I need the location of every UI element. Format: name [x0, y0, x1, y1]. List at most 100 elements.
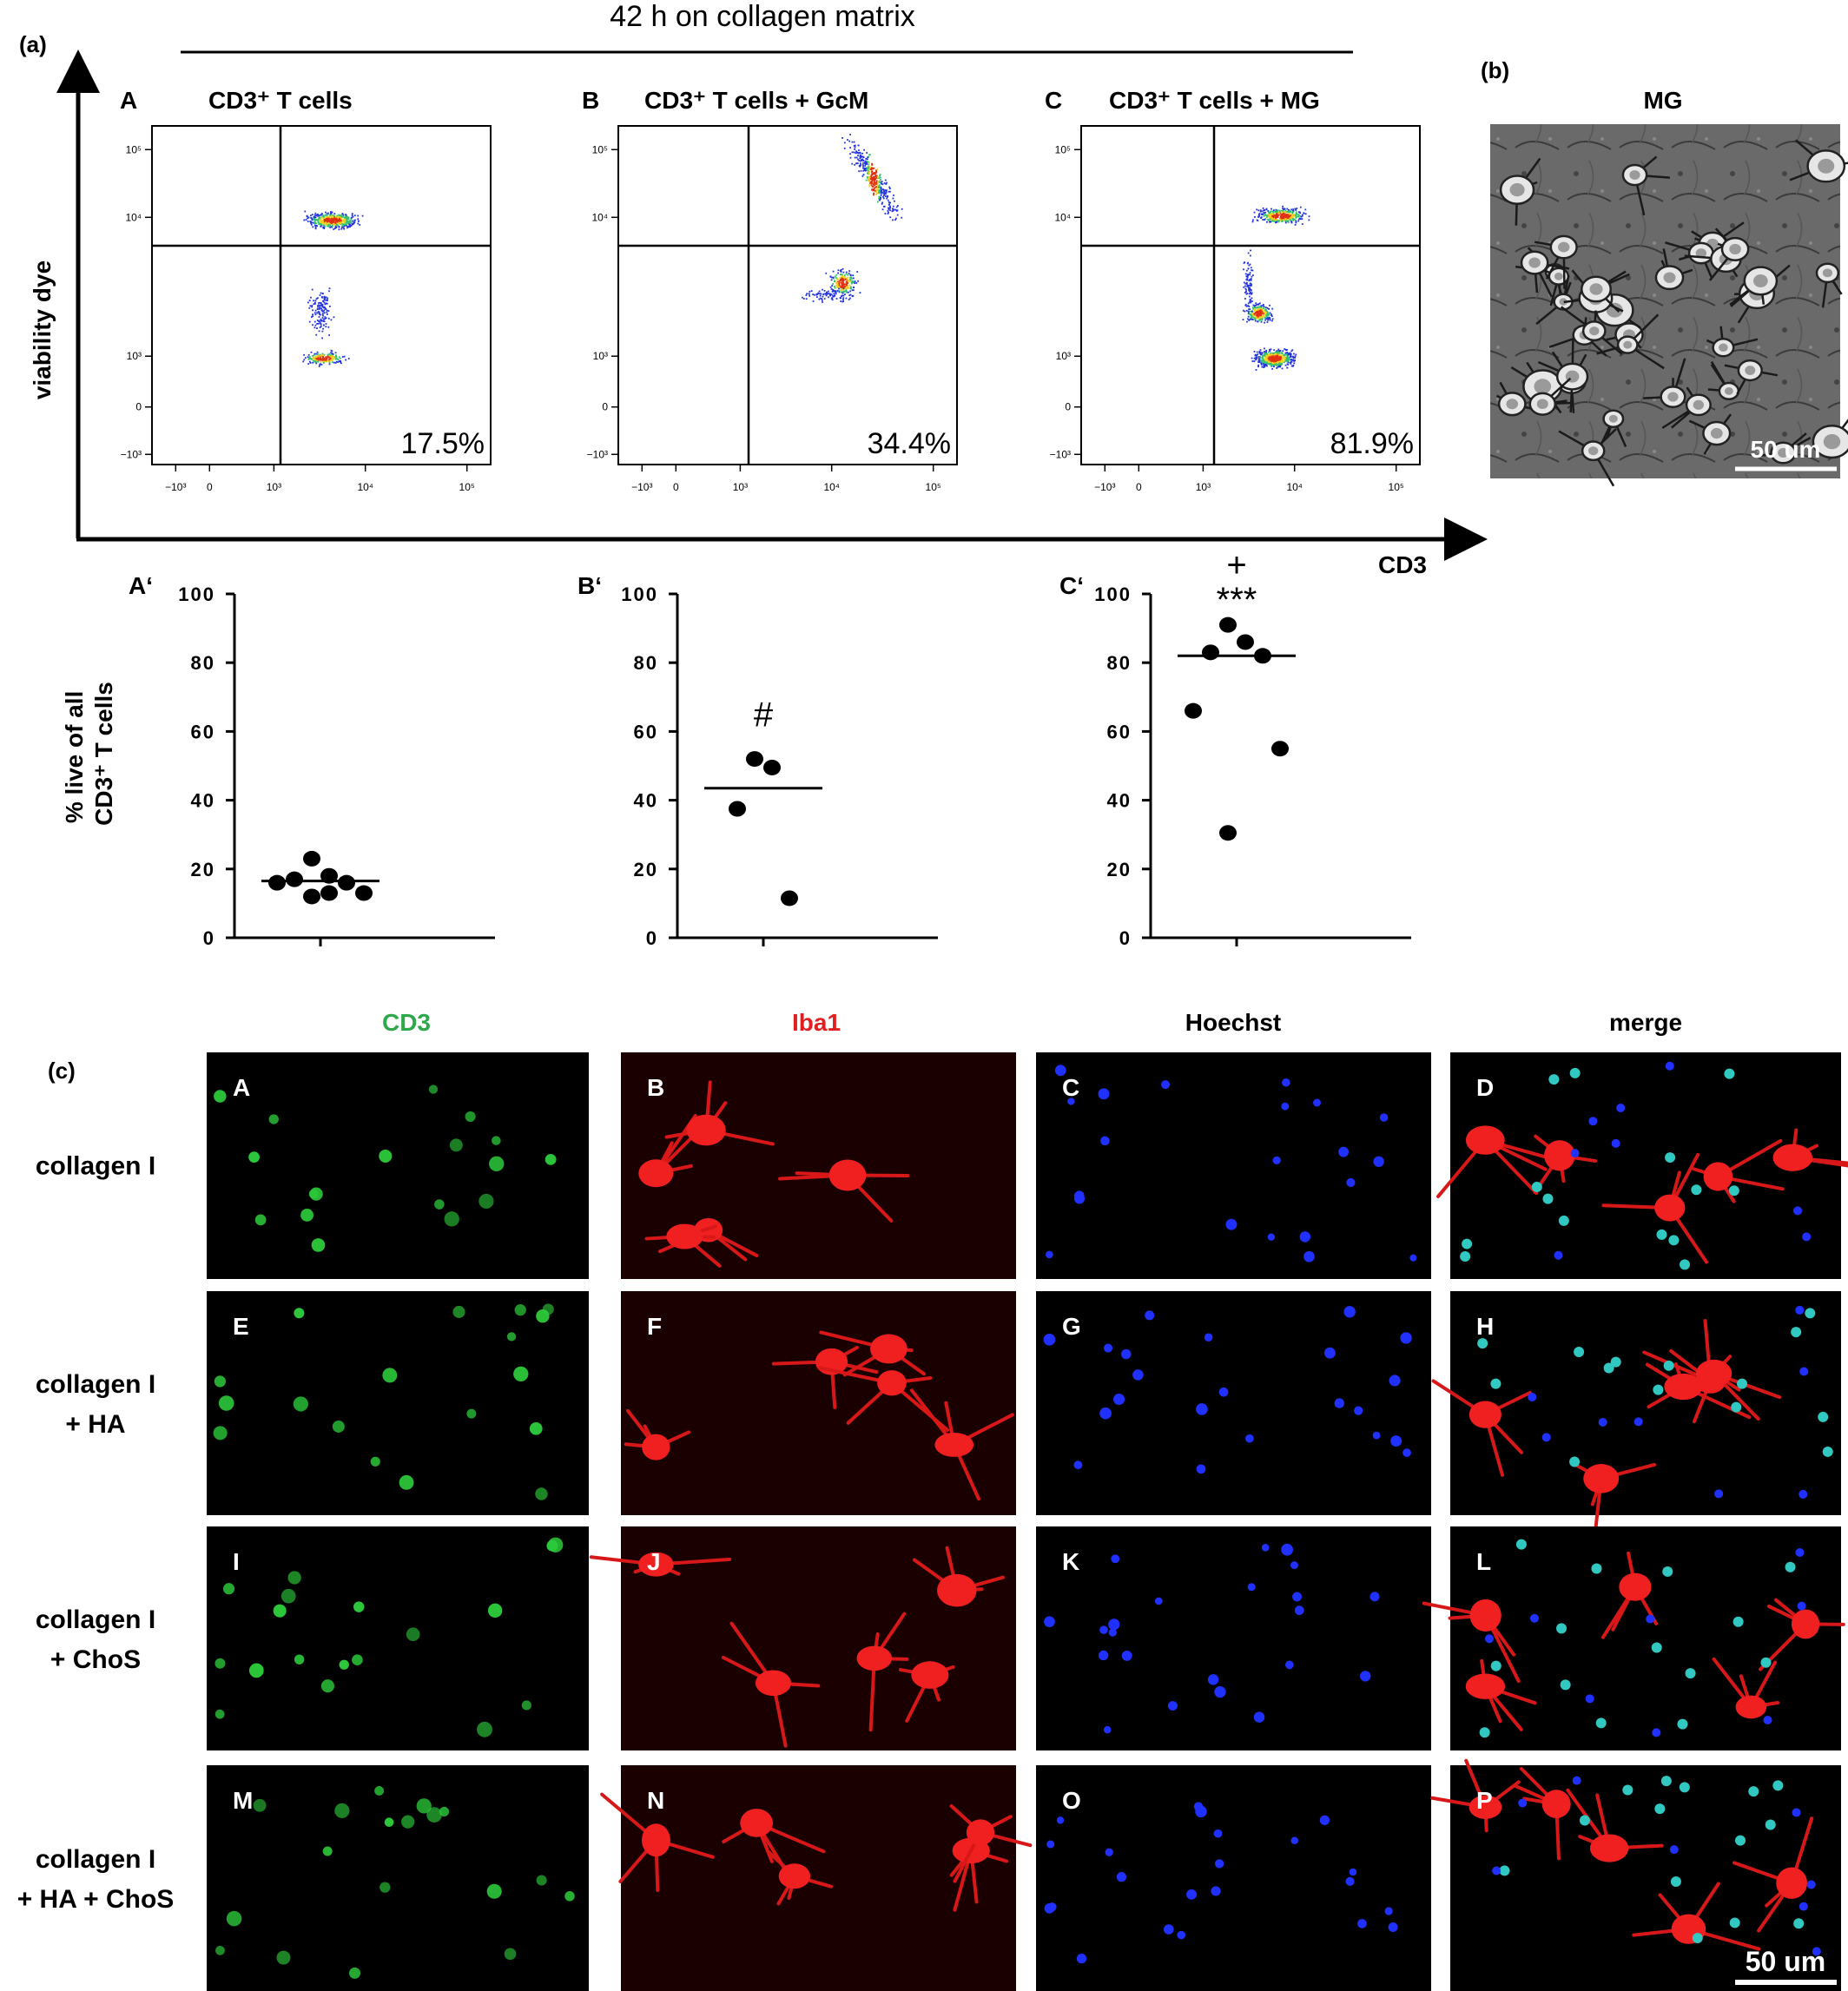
event-dot — [312, 226, 314, 228]
flow-dots — [802, 134, 903, 303]
event-dot — [314, 214, 316, 216]
merged-cell-signal — [1729, 1917, 1740, 1928]
event-dot — [1255, 369, 1257, 371]
nucleus-signal — [1100, 1136, 1110, 1146]
event-dot — [1260, 307, 1263, 308]
event-dot — [1248, 320, 1251, 321]
event-dot — [331, 211, 333, 214]
event-dot — [1264, 312, 1266, 314]
event-dot — [1267, 215, 1270, 218]
cell-nucleus — [1509, 183, 1525, 197]
event-dot — [1251, 289, 1252, 292]
event-dot — [1277, 366, 1279, 368]
event-dot — [866, 158, 868, 161]
event-dot — [1285, 215, 1287, 218]
event-dot — [339, 357, 341, 359]
event-dot — [1268, 353, 1270, 356]
microglia-body — [1619, 1572, 1652, 1601]
microglia-body — [1772, 1144, 1813, 1171]
event-dot — [1254, 353, 1257, 356]
event-dot — [869, 181, 872, 183]
event-dot — [346, 216, 348, 218]
event-dot — [333, 218, 336, 221]
event-dot — [863, 167, 865, 169]
merged-cell-signal — [1477, 1338, 1488, 1349]
event-dot — [835, 282, 837, 284]
event-dot — [1275, 353, 1277, 356]
event-dot — [1255, 315, 1257, 318]
event-dot — [1251, 269, 1254, 272]
event-dot — [1244, 298, 1246, 300]
event-dot — [840, 295, 842, 298]
event-dot — [315, 333, 318, 336]
event-dot — [304, 357, 307, 359]
event-dot — [1262, 355, 1264, 358]
event-dot — [314, 219, 317, 221]
nucleus-signal — [1164, 1924, 1174, 1935]
flow-plot-frame — [617, 125, 958, 465]
event-dot — [1270, 357, 1271, 359]
event-dot — [868, 177, 870, 180]
event-dot — [845, 271, 848, 274]
event-dot — [1265, 313, 1268, 316]
event-dot — [830, 279, 833, 281]
event-dot — [307, 217, 309, 220]
cell-signal — [487, 1603, 503, 1619]
cell-signal — [320, 1679, 334, 1693]
event-dot — [875, 181, 878, 184]
if-image-bg — [1036, 1526, 1431, 1750]
cell-signal — [254, 1214, 267, 1226]
event-dot — [327, 224, 329, 226]
event-dot — [1271, 356, 1274, 358]
event-dot — [854, 146, 856, 148]
event-dot — [308, 360, 311, 363]
if-image: K — [1036, 1526, 1431, 1750]
event-dot — [309, 221, 312, 222]
event-dot — [824, 293, 827, 295]
event-dot — [1288, 213, 1290, 215]
event-dot — [1253, 360, 1256, 362]
nucleus-signal — [1047, 1902, 1057, 1912]
event-dot — [827, 293, 828, 295]
event-dot — [345, 219, 346, 221]
event-dot — [842, 289, 845, 291]
event-dot — [1290, 359, 1292, 360]
event-dot — [321, 317, 324, 319]
event-dot — [320, 318, 322, 320]
cell-signal — [218, 1395, 234, 1411]
event-dot — [1266, 363, 1269, 365]
microglia-body — [1664, 1373, 1703, 1401]
event-dot — [1257, 209, 1260, 212]
event-dot — [1296, 211, 1297, 214]
flow-panel-title: CD3⁺ T cells + MG — [1109, 87, 1320, 114]
event-dot — [323, 221, 326, 223]
event-dot — [831, 299, 834, 301]
event-dot — [1248, 293, 1251, 295]
event-dot — [1272, 359, 1274, 362]
if-image-letter: A — [233, 1074, 250, 1101]
event-dot — [1259, 319, 1262, 320]
event-dot — [1266, 218, 1269, 221]
cell-signal — [294, 1308, 305, 1319]
event-dot — [336, 221, 339, 223]
event-dot — [342, 220, 345, 221]
nucleus-signal — [1598, 1418, 1607, 1427]
event-dot — [1259, 352, 1262, 353]
event-dot — [1286, 218, 1289, 221]
event-dot — [866, 162, 868, 164]
event-dot — [1277, 212, 1279, 214]
event-dot — [837, 280, 839, 283]
event-dot — [842, 297, 845, 300]
event-dot — [872, 186, 874, 188]
event-dot — [1284, 214, 1286, 217]
event-dot — [1262, 214, 1264, 215]
event-dot — [1256, 219, 1258, 221]
event-dot — [1268, 212, 1270, 214]
event-dot — [307, 301, 309, 304]
event-dot — [311, 217, 313, 220]
nucleus-signal — [1585, 1694, 1594, 1704]
nucleus-signal — [1113, 1394, 1125, 1406]
event-dot — [1262, 219, 1264, 221]
event-dot — [822, 293, 825, 295]
event-dot — [343, 227, 346, 230]
